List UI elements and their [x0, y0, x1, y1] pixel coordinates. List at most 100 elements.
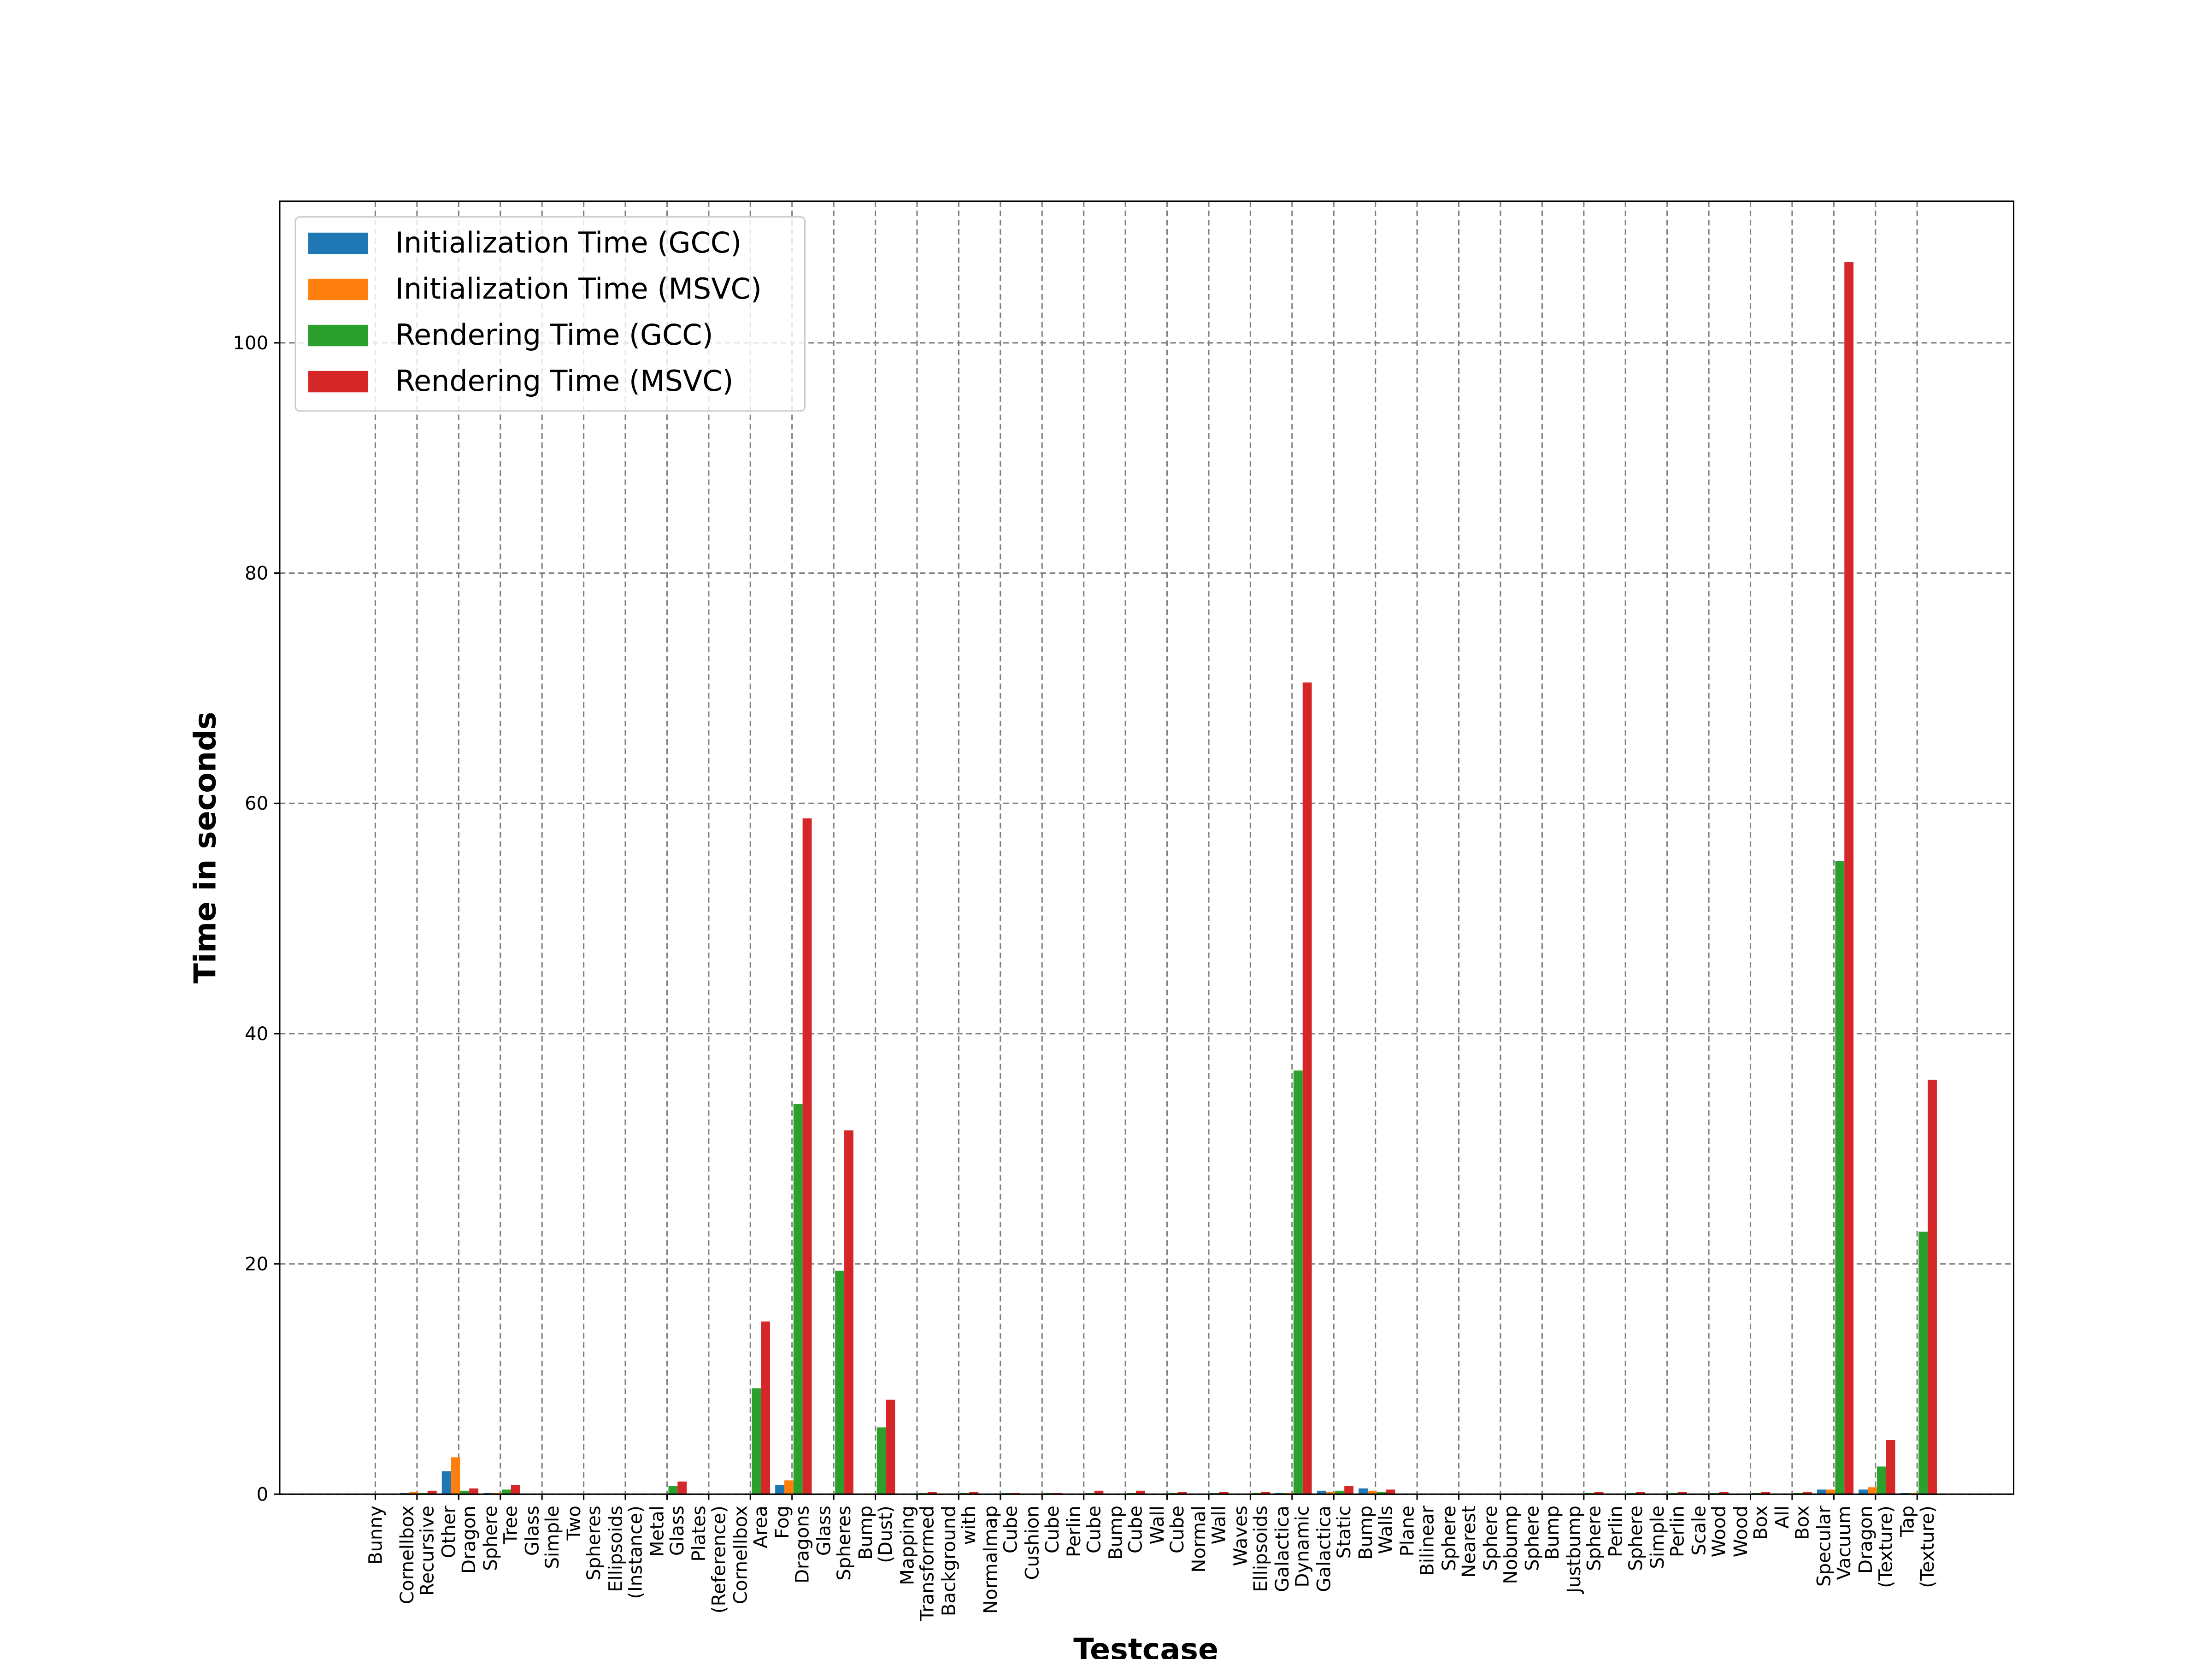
x-tick-label: Bump Walls: [1355, 1506, 1396, 1560]
x-tick-label: Glass Simple: [522, 1506, 563, 1575]
bar: [1761, 1492, 1771, 1494]
bar: [427, 1490, 437, 1494]
x-tick-label: Background with: [939, 1506, 980, 1616]
x-tick-label: Sphere Nobump: [1480, 1506, 1521, 1590]
y-tick-label: 80: [245, 563, 268, 584]
bar: [1719, 1492, 1729, 1494]
bar: [1377, 1492, 1386, 1494]
legend-swatch: [308, 371, 368, 393]
x-tick-label: Sphere Tree: [480, 1506, 521, 1571]
x-tick-label: Normalmap Cube: [980, 1506, 1021, 1614]
bar: [752, 1388, 761, 1494]
y-axis-label: Time in seconds: [188, 712, 223, 984]
x-tick-label: Simple Perlin: [1647, 1506, 1688, 1569]
bar: [1594, 1492, 1604, 1494]
legend-label: Initialization Time (MSVC): [395, 272, 762, 306]
legend-label: Initialization Time (GCC): [395, 226, 741, 259]
legend-box: [294, 216, 806, 412]
x-tick-label: Fog Dragons: [772, 1506, 813, 1589]
x-tick-label: Wood Box: [1730, 1506, 1771, 1557]
x-axis-label: Testcase: [1073, 1633, 1218, 1659]
x-tick-label: Ellipsoids (Instance): [605, 1506, 646, 1605]
bar: [844, 1130, 853, 1494]
bar: [1293, 1070, 1303, 1494]
legend: Initialization Time (GCC) Initialization …: [294, 216, 806, 412]
bar: [1802, 1492, 1812, 1494]
x-tick-label: Cushion Cube: [1022, 1506, 1063, 1580]
y-tick-label: 40: [245, 1024, 268, 1045]
bar: [1817, 1489, 1826, 1494]
bar: [451, 1457, 460, 1494]
bar: [409, 1492, 418, 1494]
bar: [1928, 1079, 1937, 1494]
x-tick-label: Metal Glass: [647, 1506, 688, 1562]
x-tick-label: Waves Ellipsoids: [1230, 1506, 1271, 1598]
bar: [1868, 1487, 1877, 1494]
x-tick-label: Plates (Reference): [688, 1506, 729, 1619]
y-tick-label: 60: [245, 793, 268, 814]
x-tick-label: Bump Cube: [1105, 1506, 1146, 1560]
bar: [677, 1481, 687, 1494]
legend-label: Rendering Time (MSVC): [395, 365, 734, 398]
bar: [793, 1104, 803, 1494]
bar: [1636, 1492, 1645, 1494]
bar: [469, 1488, 479, 1494]
x-tick-label: Sphere Bump: [1522, 1506, 1563, 1571]
bar: [1677, 1492, 1687, 1494]
bar: [441, 1471, 451, 1494]
x-tick-label: Dragon (Texture): [1855, 1506, 1896, 1594]
bar: [668, 1486, 678, 1494]
bar: [775, 1485, 784, 1494]
legend-swatch: [308, 324, 368, 347]
bar: [1344, 1486, 1353, 1494]
x-tick-label: Justbump Sphere: [1564, 1506, 1605, 1594]
bar: [511, 1485, 520, 1494]
x-tick-label: Galactica Static: [1314, 1506, 1355, 1592]
x-tick-label: Glass Spheres: [813, 1506, 854, 1587]
x-tick-label: Mapping Transformed: [897, 1506, 938, 1627]
legend-swatch: [308, 232, 368, 254]
bar: [886, 1400, 895, 1494]
bar: [1335, 1490, 1345, 1494]
x-tick-label: All Box: [1772, 1506, 1813, 1546]
bar: [1886, 1440, 1895, 1494]
bar: [1918, 1231, 1928, 1494]
legend-swatch: [308, 278, 368, 300]
bar: [927, 1492, 937, 1494]
x-tick-label: Sphere Nearest: [1439, 1506, 1480, 1584]
bar: [1219, 1492, 1229, 1494]
legend-label: Rendering Time (GCC): [395, 318, 713, 352]
bar: [802, 818, 812, 1494]
bar: [1177, 1492, 1187, 1494]
plot-frame: [279, 200, 2015, 1495]
x-tick-label: Cornellbox Area: [730, 1506, 771, 1604]
bar: [969, 1492, 979, 1494]
bar: [460, 1490, 470, 1494]
bar: [501, 1489, 511, 1494]
bar: [1826, 1489, 1835, 1494]
bar: [1326, 1492, 1335, 1494]
bar: [1877, 1466, 1886, 1494]
x-tick-label: Galactica Dynamic: [1272, 1506, 1313, 1593]
bar: [784, 1480, 794, 1494]
bar: [1844, 262, 1854, 1494]
y-tick-label: 20: [245, 1254, 268, 1275]
bar: [835, 1271, 845, 1494]
bar: [1386, 1489, 1395, 1494]
bar: [1367, 1490, 1377, 1494]
x-tick-label: Plane Bilinear: [1397, 1506, 1438, 1582]
bar: [1261, 1492, 1271, 1494]
x-tick-label: Other Dragon: [439, 1506, 480, 1580]
y-tick-label: 100: [233, 333, 268, 354]
bar: [1094, 1490, 1104, 1494]
bar: [1302, 682, 1312, 1494]
bar: [761, 1321, 771, 1494]
bar: [1359, 1488, 1368, 1494]
x-tick-label: Perlin Sphere: [1605, 1506, 1646, 1577]
x-tick-label: Bunny: [365, 1506, 386, 1565]
bar: [1136, 1490, 1145, 1494]
bar: [1859, 1489, 1868, 1494]
x-tick-label: Normal Wall: [1188, 1506, 1230, 1573]
x-tick-label: Bump (Dust): [855, 1506, 896, 1569]
x-tick-label: Tap (Texture): [1897, 1506, 1938, 1594]
